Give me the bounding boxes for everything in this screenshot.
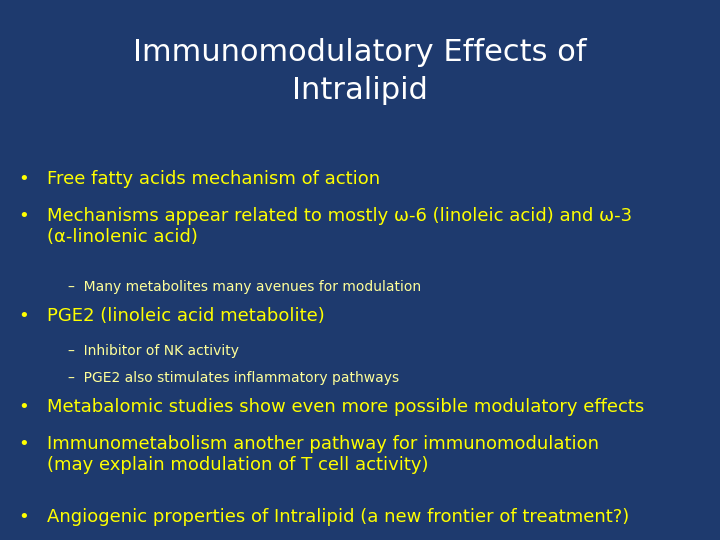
Text: •: • xyxy=(18,170,29,188)
Text: •: • xyxy=(18,398,29,416)
Text: Angiogenic properties of Intralipid (a new frontier of treatment?): Angiogenic properties of Intralipid (a n… xyxy=(47,508,629,526)
Text: Metabalomic studies show even more possible modulatory effects: Metabalomic studies show even more possi… xyxy=(47,398,644,416)
Text: Immunomodulatory Effects of
Intralipid: Immunomodulatory Effects of Intralipid xyxy=(133,38,587,105)
Text: Free fatty acids mechanism of action: Free fatty acids mechanism of action xyxy=(47,170,380,188)
Text: •: • xyxy=(18,307,29,325)
Text: •: • xyxy=(18,435,29,453)
Text: –  Inhibitor of NK activity: – Inhibitor of NK activity xyxy=(68,344,239,358)
Text: –  Many metabolites many avenues for modulation: – Many metabolites many avenues for modu… xyxy=(68,280,421,294)
Text: •: • xyxy=(18,207,29,225)
Text: Immunometabolism another pathway for immunomodulation
(may explain modulation of: Immunometabolism another pathway for imm… xyxy=(47,435,599,474)
Text: •: • xyxy=(18,508,29,526)
Text: PGE2 (linoleic acid metabolite): PGE2 (linoleic acid metabolite) xyxy=(47,307,325,325)
Text: –  PGE2 also stimulates inflammatory pathways: – PGE2 also stimulates inflammatory path… xyxy=(68,371,400,385)
Text: Mechanisms appear related to mostly ω-6 (linoleic acid) and ω-3
(α-linolenic aci: Mechanisms appear related to mostly ω-6 … xyxy=(47,207,632,246)
